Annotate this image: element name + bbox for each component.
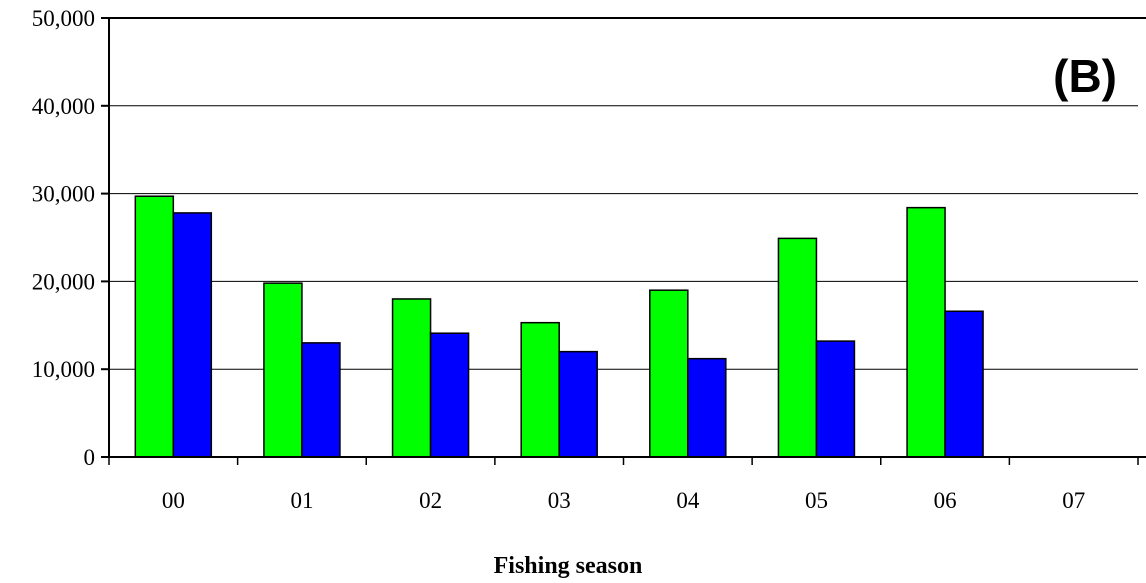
y-axis: 0 10,000 20,000 30,000 40,000 50,000	[32, 6, 109, 470]
bar	[520, 321, 560, 458]
y-tick-label: 30,000	[32, 182, 95, 207]
x-axis: 00 01 02 03 04 05 06 07	[108, 456, 1139, 513]
panel-label: (B)	[1053, 50, 1117, 102]
x-tick-label: 06	[934, 488, 957, 513]
bar	[391, 298, 432, 458]
y-tick-label: 50,000	[32, 6, 95, 31]
bar	[649, 289, 689, 458]
bar	[558, 350, 598, 458]
bar	[263, 282, 303, 458]
x-tick-label: 02	[419, 488, 442, 513]
x-tick-label: 01	[290, 488, 313, 513]
bar	[906, 206, 946, 458]
bar	[429, 332, 470, 458]
bar	[944, 310, 984, 458]
bar	[815, 340, 856, 458]
x-tick-label: 04	[676, 488, 700, 513]
bar	[134, 195, 175, 458]
bar	[301, 342, 341, 458]
bar	[777, 237, 818, 458]
x-tick-label: 07	[1062, 488, 1085, 513]
y-tick-label: 40,000	[32, 94, 95, 119]
x-tick-label: 03	[548, 488, 571, 513]
x-tick-label: 00	[162, 488, 185, 513]
bars	[134, 195, 984, 458]
y-tick-label: 20,000	[32, 269, 95, 294]
bar	[687, 357, 727, 458]
bar	[172, 212, 213, 458]
y-tick-label: 0	[84, 445, 96, 470]
y-tick-label: 10,000	[32, 357, 95, 382]
x-tick-label: 05	[805, 488, 828, 513]
x-axis-title: Fishing season	[494, 553, 643, 579]
